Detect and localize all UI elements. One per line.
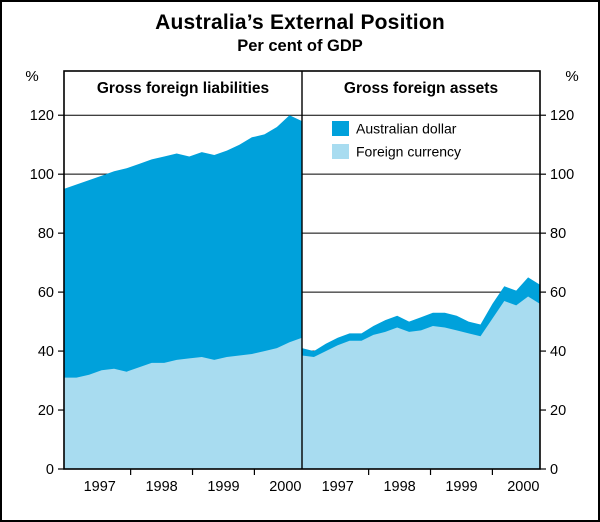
- y-tick-label-left: 120: [30, 108, 54, 124]
- y-tick-label-right: 120: [550, 108, 574, 124]
- y-tick-label-left: 0: [46, 462, 54, 478]
- unit-label-left: %: [25, 68, 38, 85]
- external-position-chart: 0 0 20 20 40 40 60 60 80 80 100 100 120 120% % Gross fo…: [25, 68, 578, 495]
- x-year-label: 1998: [383, 479, 415, 495]
- y-tick-label-right: 100: [550, 167, 574, 183]
- chart-subtitle: Per cent of GDP: [237, 37, 363, 55]
- legend-label-0: Australian dollar: [356, 121, 457, 137]
- y-tick-label-left: 40: [38, 344, 54, 360]
- x-year-label: 1999: [207, 479, 239, 495]
- panel-0-foreign-currency-area: [64, 337, 302, 469]
- y-tick-label-left: 20: [38, 403, 54, 419]
- y-tick-label-right: 60: [550, 285, 566, 301]
- x-year-label: 2000: [507, 479, 539, 495]
- axes: 0 0 20 20 40 40 60 60 80 80 100 100 120 120% % Gross fo…: [25, 68, 578, 495]
- unit-label-right: %: [565, 68, 578, 85]
- legend-swatch-0: [332, 121, 349, 136]
- x-year-label: 1997: [322, 479, 354, 495]
- y-tick-label-right: 80: [550, 226, 566, 242]
- legend-swatch-1: [332, 144, 349, 159]
- y-tick-label-right: 40: [550, 344, 566, 360]
- y-tick-label-left: 100: [30, 167, 54, 183]
- panel-1-header: Gross foreign assets: [344, 80, 498, 97]
- x-year-label: 1998: [145, 479, 177, 495]
- x-year-label: 2000: [269, 479, 301, 495]
- chart-title: Australia’s External Position: [155, 11, 445, 34]
- x-year-label: 1997: [84, 479, 116, 495]
- y-tick-label-left: 60: [38, 285, 54, 301]
- x-year-label: 1999: [445, 479, 477, 495]
- y-tick-label-left: 80: [38, 226, 54, 242]
- y-tick-label-right: 0: [550, 462, 558, 478]
- y-tick-label-right: 20: [550, 403, 566, 419]
- legend: Australian dollar Foreign currency: [332, 121, 461, 160]
- panel-0-header: Gross foreign liabilities: [97, 80, 269, 97]
- panel-1-foreign-currency-area: [302, 296, 540, 469]
- legend-label-1: Foreign currency: [356, 144, 461, 160]
